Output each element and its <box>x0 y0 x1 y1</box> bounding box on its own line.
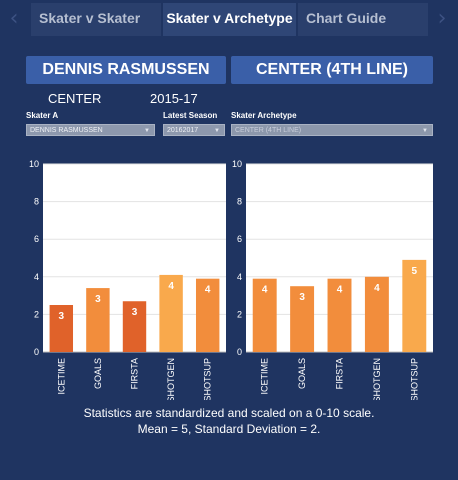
x-tick-label: SHOTSUP <box>203 358 213 400</box>
x-tick-label: ICETIME <box>56 358 66 395</box>
bar-value-label: 3 <box>132 307 138 318</box>
bar-icetime[interactable] <box>252 278 277 352</box>
x-tick-label: GOALS <box>297 358 307 389</box>
skater-chart: 0 2 4 6 8 10 3 ICETIME 3 GOALS 3 FIRSTA 4 SHOTGEN 4 SHO… <box>26 158 242 403</box>
y-tick-label: 4 <box>237 272 242 282</box>
x-tick-label: SHOTSUP <box>409 358 419 400</box>
chevron-down-icon: ▼ <box>144 128 150 134</box>
bar-value-label: 4 <box>337 285 343 296</box>
season-select[interactable]: 20162017 ▼ <box>163 124 225 136</box>
bar-shotsup[interactable] <box>195 278 220 352</box>
skater-select-value: DENNIS RASMUSSEN <box>30 127 103 134</box>
bar-icetime[interactable] <box>49 305 74 352</box>
y-tick-label: 4 <box>34 272 39 282</box>
y-tick-label: 6 <box>34 234 39 244</box>
y-tick-label: 2 <box>237 309 242 319</box>
bar-value-label: 3 <box>95 294 101 305</box>
footnote-line-1: Statistics are standardized and scaled o… <box>83 406 375 420</box>
x-tick-label: FIRSTA <box>335 358 345 389</box>
y-tick-label: 8 <box>34 197 39 207</box>
tab-skater-v-skater[interactable]: Skater v Skater <box>31 3 161 36</box>
bar-shotsup[interactable] <box>402 259 427 352</box>
skater-seasons: 2015-17 <box>150 91 198 106</box>
skater-filter-label: Skater A <box>26 111 59 120</box>
chevron-left-icon[interactable]: ‹ <box>9 6 19 31</box>
chevron-down-icon: ▼ <box>214 128 220 134</box>
skater-select[interactable]: DENNIS RASMUSSEN ▼ <box>26 124 155 136</box>
season-filter-label: Latest Season <box>163 111 218 120</box>
bar-value-label: 4 <box>374 283 380 294</box>
tab-skater-v-archetype[interactable]: Skater v Archetype <box>163 3 296 36</box>
bar-firsta[interactable] <box>122 301 147 352</box>
y-tick-label: 10 <box>232 159 242 169</box>
y-tick-label: 2 <box>34 309 39 319</box>
archetype-banner: CENTER (4TH LINE) <box>231 56 433 84</box>
bar-value-label: 3 <box>59 311 65 322</box>
bar-shotgen[interactable] <box>159 274 183 352</box>
y-tick-label: 10 <box>29 159 39 169</box>
archetype-filter-label: Skater Archetype <box>231 111 297 120</box>
season-select-value: 20162017 <box>167 127 199 134</box>
x-tick-label: SHOTGEN <box>166 358 176 400</box>
bar-goals[interactable] <box>86 288 110 352</box>
archetype-chart-svg: 0 2 4 6 8 10 4 ICETIME 3 GOALS 4 FIRSTA 4 SHOTGEN 5 SHO… <box>232 159 433 403</box>
x-tick-label: SHOTGEN <box>372 358 382 400</box>
x-tick-label: GOALS <box>93 358 103 389</box>
y-tick-label: 0 <box>34 347 39 357</box>
x-tick-label: FIRSTA <box>130 358 140 389</box>
chevron-right-icon[interactable]: › <box>437 6 447 31</box>
bar-value-label: 4 <box>168 281 174 292</box>
y-tick-label: 8 <box>237 197 242 207</box>
bar-value-label: 3 <box>299 292 305 303</box>
tab-chart-guide[interactable]: Chart Guide <box>298 3 428 36</box>
tab-bar: ‹ Skater v Skater Skater v Archetype Cha… <box>0 0 458 36</box>
archetype-select-value: CENTER (4TH LINE) <box>235 127 302 134</box>
bar-firsta[interactable] <box>327 278 352 352</box>
bar-value-label: 5 <box>412 266 418 277</box>
skater-position: CENTER <box>48 91 102 106</box>
bar-value-label: 4 <box>262 285 268 296</box>
bar-goals[interactable] <box>290 286 315 352</box>
archetype-select[interactable]: CENTER (4TH LINE) ▼ <box>231 124 433 136</box>
bar-shotgen[interactable] <box>364 276 389 352</box>
x-tick-label: ICETIME <box>260 358 270 395</box>
skater-chart-svg: 0 2 4 6 8 10 3 ICETIME 3 GOALS 3 FIRSTA 4 SHOTGEN 4 SHO… <box>29 159 226 403</box>
bar-value-label: 4 <box>205 285 211 296</box>
y-tick-label: 6 <box>237 234 242 244</box>
archetype-chart: 0 2 4 6 8 10 4 ICETIME 3 GOALS 4 FIRSTA 4 SHOTGEN 5 SHO… <box>217 158 433 403</box>
footnote-line-2: Mean = 5, Standard Deviation = 2. <box>137 422 321 436</box>
chevron-down-icon: ▼ <box>422 128 428 134</box>
skater-banner: DENNIS RASMUSSEN <box>26 56 226 84</box>
y-tick-label: 0 <box>237 347 242 357</box>
